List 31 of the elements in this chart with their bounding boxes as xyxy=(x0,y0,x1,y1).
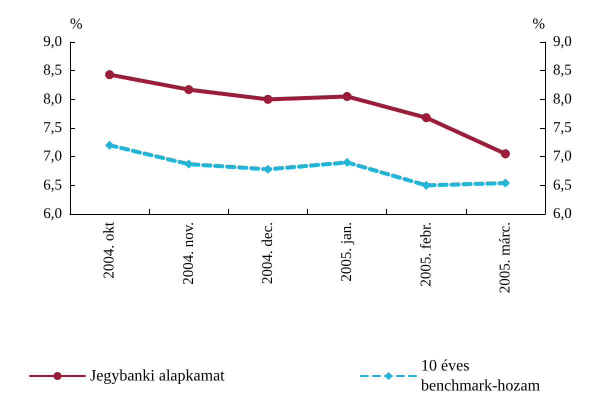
y2-axis-title: % xyxy=(532,16,545,32)
y2-tick-label: 7,5 xyxy=(553,120,572,136)
point xyxy=(342,158,352,167)
point xyxy=(184,85,194,94)
x-tick-label: 2004. dec. xyxy=(260,222,276,284)
point xyxy=(500,149,510,158)
legend-label: Jegybanki alapkamat xyxy=(90,368,226,384)
point xyxy=(263,94,272,104)
legend-label: 10 éves benchmark-hozam xyxy=(421,358,541,394)
y-axis-title: % xyxy=(70,16,82,32)
y2-tick-label: 8,5 xyxy=(553,62,572,79)
x-tick-label: 2004. okt xyxy=(102,221,118,279)
y-tick-label: 9,0 xyxy=(43,34,62,50)
y-tick-label: 6,5 xyxy=(43,177,62,194)
x-tick-label: 2005. márc. xyxy=(497,222,514,294)
point xyxy=(342,92,352,101)
y-tick-label: 8,5 xyxy=(43,62,62,79)
point xyxy=(105,70,114,80)
y2-tick-label: 7,0 xyxy=(553,148,572,165)
y2-tick-label: 6,5 xyxy=(553,177,572,194)
point xyxy=(422,113,431,122)
x-tick-label: 2005. jan. xyxy=(339,222,356,282)
y2-tick-label: 9,0 xyxy=(553,34,572,50)
x-tick-label: 2004. nov. xyxy=(180,222,197,285)
y-tick-label: 7,5 xyxy=(43,120,62,136)
y-tick-label: 8,0 xyxy=(43,91,62,108)
x-tick-label: 2005. febr. xyxy=(418,222,434,287)
y2-tick-label: 8,0 xyxy=(553,91,572,108)
y-tick-label: 6,0 xyxy=(43,206,62,222)
y2-tick-label: 6,0 xyxy=(553,206,572,222)
y-tick-label: 7,0 xyxy=(43,148,62,165)
